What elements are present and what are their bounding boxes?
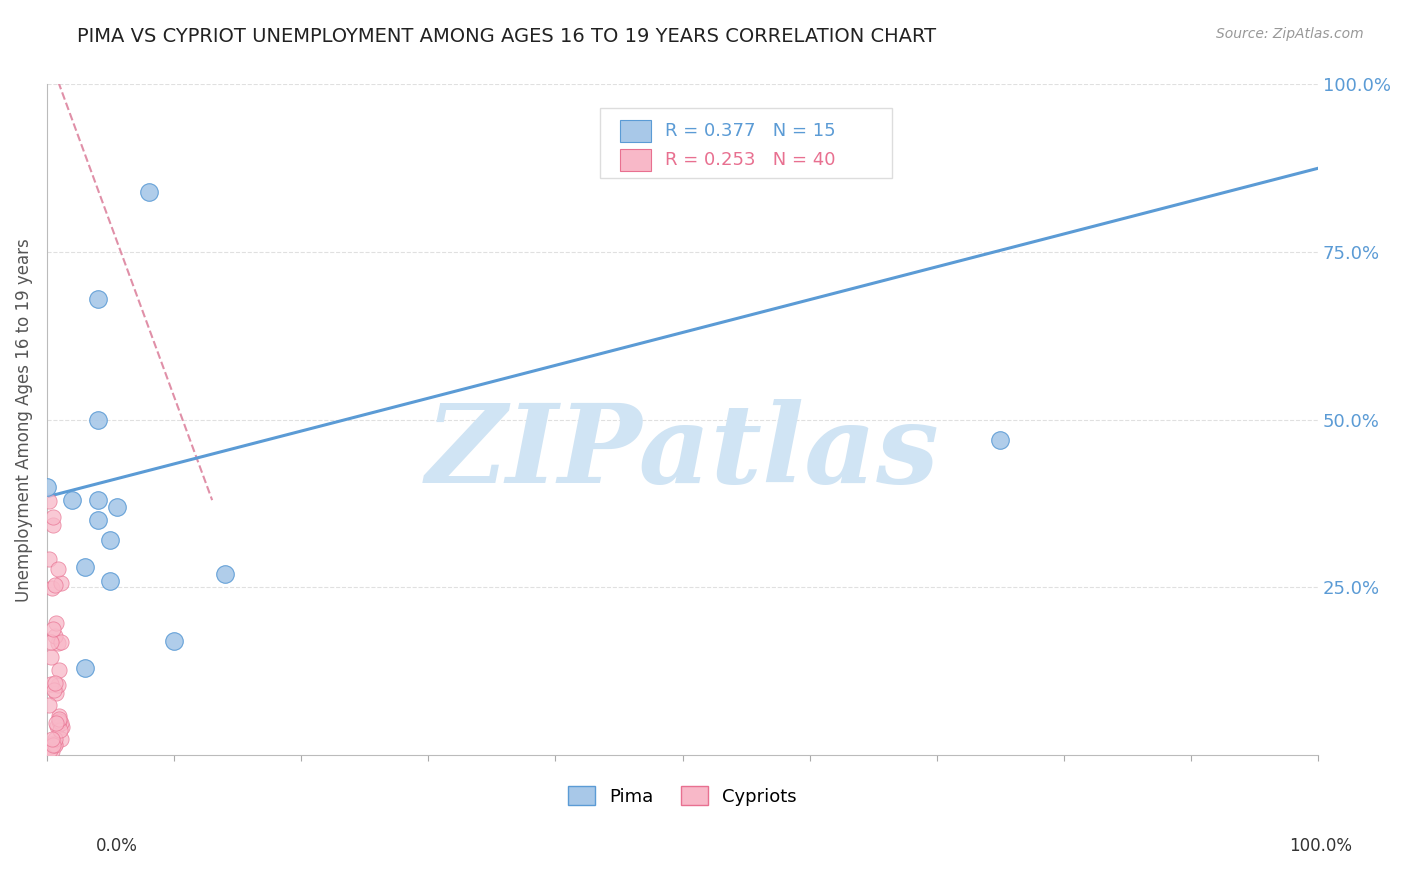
Point	[87, 493, 110, 508]
Point	[45, 715, 67, 730]
Point	[49, 731, 72, 746]
Point	[138, 185, 160, 199]
Point	[87, 292, 110, 306]
Point	[39, 743, 62, 757]
Point	[44, 629, 66, 643]
Point	[51, 716, 73, 731]
Point	[38, 698, 60, 712]
Point	[39, 635, 62, 649]
Point	[38, 551, 60, 566]
Point	[45, 615, 67, 630]
Point	[49, 635, 72, 649]
Legend: Pima, Cypriots: Pima, Cypriots	[561, 779, 804, 813]
Text: PIMA VS CYPRIOT UNEMPLOYMENT AMONG AGES 16 TO 19 YEARS CORRELATION CHART: PIMA VS CYPRIOT UNEMPLOYMENT AMONG AGES …	[77, 27, 936, 45]
Point	[44, 578, 66, 592]
Point	[44, 676, 66, 690]
Point	[51, 720, 73, 734]
Point	[49, 723, 72, 737]
Point	[44, 732, 66, 747]
Point	[41, 743, 63, 757]
Point	[73, 560, 96, 574]
Text: ZIPatlas: ZIPatlas	[426, 400, 939, 507]
Point	[48, 712, 70, 726]
Point	[87, 513, 110, 527]
Point	[42, 518, 65, 533]
Point	[38, 739, 60, 754]
Point	[48, 714, 70, 729]
Point	[35, 480, 58, 494]
Point	[48, 709, 70, 723]
FancyBboxPatch shape	[620, 120, 651, 142]
Point	[100, 574, 122, 588]
Point	[46, 562, 69, 576]
Point	[45, 686, 67, 700]
Point	[73, 661, 96, 675]
Point	[48, 663, 70, 677]
Point	[163, 634, 186, 648]
Text: R = 0.253   N = 40: R = 0.253 N = 40	[665, 151, 835, 169]
Point	[100, 533, 122, 548]
Point	[105, 500, 128, 514]
Point	[51, 575, 73, 590]
Point	[41, 510, 63, 524]
Point	[44, 737, 66, 751]
Y-axis label: Unemployment Among Ages 16 to 19 years: Unemployment Among Ages 16 to 19 years	[15, 238, 32, 601]
Point	[41, 581, 63, 595]
Point	[988, 433, 1011, 447]
Point	[46, 636, 69, 650]
Text: 100.0%: 100.0%	[1289, 837, 1353, 855]
Point	[38, 494, 60, 508]
Point	[39, 677, 62, 691]
Text: Source: ZipAtlas.com: Source: ZipAtlas.com	[1216, 27, 1364, 41]
Point	[41, 732, 63, 747]
FancyBboxPatch shape	[620, 149, 651, 170]
Text: R = 0.377   N = 15: R = 0.377 N = 15	[665, 122, 835, 140]
Point	[45, 719, 67, 733]
Point	[41, 649, 63, 664]
Point	[60, 493, 83, 508]
Point	[42, 738, 65, 752]
Point	[42, 623, 65, 637]
Point	[44, 682, 66, 697]
Point	[214, 566, 236, 581]
Point	[44, 738, 66, 752]
Text: 0.0%: 0.0%	[96, 837, 138, 855]
Point	[87, 412, 110, 426]
Point	[44, 736, 66, 750]
Point	[46, 678, 69, 692]
FancyBboxPatch shape	[600, 108, 893, 178]
